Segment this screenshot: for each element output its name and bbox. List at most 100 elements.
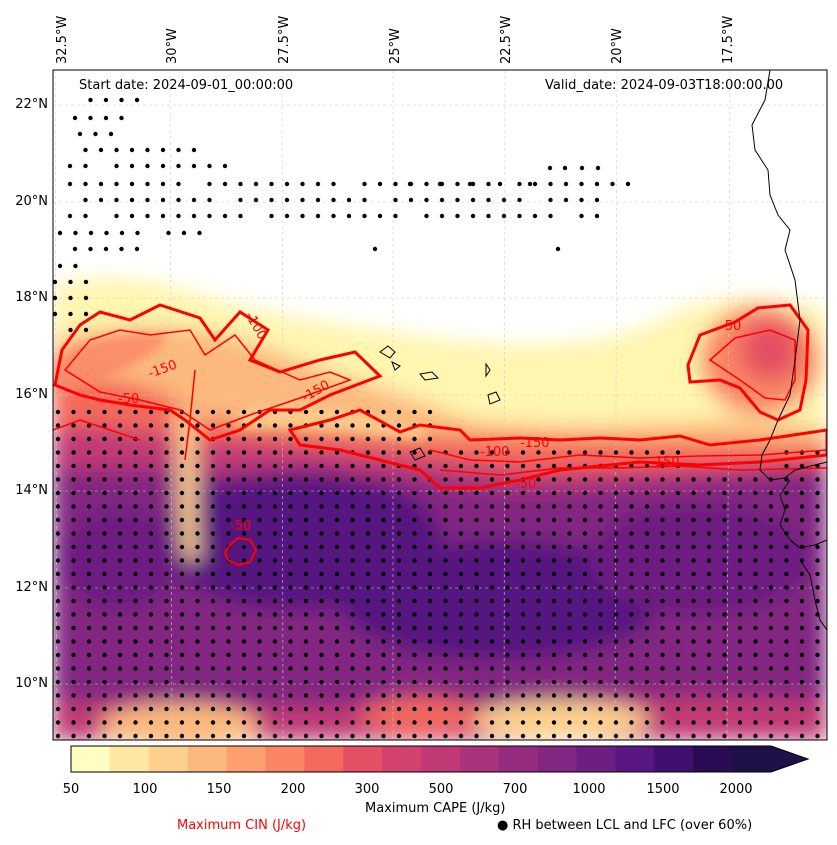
rh-dot	[768, 517, 774, 523]
rh-dot	[753, 517, 758, 523]
rh-dot	[164, 720, 169, 725]
rh-dot	[303, 625, 309, 631]
rh-dot	[520, 571, 526, 577]
rh-dot	[722, 504, 727, 509]
rh-dot	[86, 571, 92, 577]
rh-dot	[365, 477, 371, 482]
rh-dot	[334, 504, 340, 509]
rh-dot	[114, 147, 119, 153]
rh-dot	[381, 639, 386, 644]
rh-dot	[55, 504, 61, 509]
rh-dot	[241, 679, 247, 685]
rh-dot	[722, 666, 727, 671]
rh-dot	[179, 544, 185, 550]
rh-dot	[53, 311, 58, 317]
rh-dot	[784, 477, 789, 482]
rh-dot	[160, 181, 166, 187]
rh-dot	[210, 490, 216, 496]
rh-dot	[505, 733, 510, 739]
rh-dot	[396, 639, 402, 644]
rh-dot	[102, 571, 107, 577]
colorbar-segment	[654, 746, 694, 772]
rh-dot	[598, 490, 603, 496]
rh-dot	[753, 504, 758, 509]
rh-dot	[598, 625, 603, 631]
rh-dot	[613, 571, 619, 577]
rh-dot	[489, 706, 495, 712]
rh-dot	[103, 97, 109, 103]
rh-dot	[350, 571, 355, 577]
rh-dot	[71, 436, 76, 442]
rh-dot	[706, 598, 712, 604]
rh-dot	[365, 733, 371, 739]
map-frame	[52, 69, 828, 741]
rh-dot	[737, 720, 743, 725]
rh-dot	[582, 720, 588, 725]
rh-dot	[458, 571, 464, 577]
rh-dot	[179, 706, 185, 712]
rh-dot	[164, 450, 169, 455]
rh-dot	[148, 409, 154, 415]
rh-dot	[520, 652, 526, 658]
rh-dot	[133, 612, 138, 617]
rh-dot	[362, 181, 367, 187]
rh-dot	[629, 693, 634, 698]
rh-dot	[784, 612, 789, 617]
rh-dot	[582, 666, 588, 671]
rh-dot	[551, 531, 557, 536]
rh-dot	[629, 652, 634, 658]
rh-dot	[319, 490, 324, 496]
rh-dot	[536, 450, 541, 455]
rh-dot	[644, 531, 650, 536]
rh-dot	[195, 679, 200, 685]
rh-dot	[412, 436, 417, 442]
rh-dot	[55, 585, 61, 590]
rh-dot	[86, 598, 92, 604]
rh-dot	[133, 450, 138, 455]
rh-dot	[71, 733, 76, 739]
rh-dot	[768, 666, 774, 671]
rh-dot	[644, 612, 650, 617]
rh-dot	[117, 598, 123, 604]
rh-dot	[412, 679, 417, 685]
rh-dot	[567, 652, 572, 658]
rh-dot	[412, 598, 417, 604]
rh-dot	[145, 213, 150, 219]
rh-dot	[331, 213, 336, 219]
rh-dot	[443, 544, 448, 550]
rh-dot	[458, 666, 464, 671]
rh-dot	[722, 490, 727, 496]
rh-dot	[272, 423, 278, 428]
rh-dot	[319, 477, 324, 482]
rh-dot	[73, 230, 78, 236]
rh-dot	[303, 436, 309, 442]
rh-dot	[660, 625, 665, 631]
rh-dot	[598, 652, 603, 658]
rh-dot	[613, 693, 619, 698]
rh-dot	[706, 571, 712, 577]
rh-dot	[334, 436, 340, 442]
rh-dot	[119, 115, 124, 121]
rh-dot	[257, 706, 262, 712]
rh-dot	[272, 436, 278, 442]
rh-dot	[489, 477, 495, 482]
rh-dot	[799, 517, 805, 523]
rh-dot	[71, 666, 76, 671]
rh-dot	[753, 585, 758, 590]
rh-dot	[350, 585, 355, 590]
rh-dot	[319, 423, 324, 428]
rh-dot	[551, 625, 557, 631]
rh-dot	[350, 625, 355, 631]
rh-dot	[505, 625, 510, 631]
rh-dot	[706, 517, 712, 523]
rh-dot	[691, 706, 696, 712]
rh-dot	[55, 666, 61, 671]
rh-dot	[148, 544, 154, 550]
rh-dot	[489, 652, 495, 658]
rh-dot	[458, 463, 464, 469]
rh-dot	[362, 213, 367, 219]
rh-dot	[303, 585, 309, 590]
rh-dot	[598, 558, 603, 563]
rh-dot	[83, 213, 88, 219]
rh-dot	[722, 571, 727, 577]
